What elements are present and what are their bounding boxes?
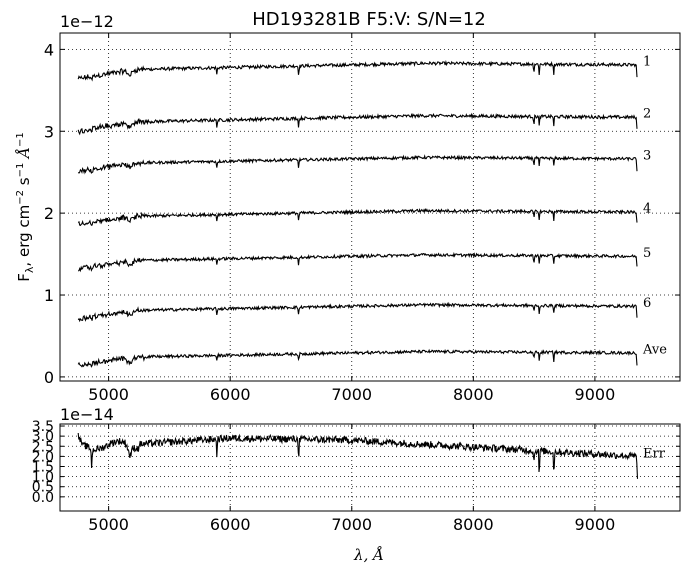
spectrum-label-5: 5: [643, 246, 651, 261]
bottom-x-tick-label: 7000: [331, 515, 372, 534]
top-x-tick-label: 9000: [575, 385, 616, 404]
err-offset-label: 1e−14: [60, 405, 114, 424]
spectrum-line-1: [77, 59, 638, 82]
bottom-x-tick-label: 6000: [210, 515, 251, 534]
y-axis-label: Fλ, erg cm−2 s−1 Å−1: [15, 132, 36, 281]
top-spectra: [77, 59, 638, 368]
spectra-panel: HD193281B F5:V: S/N=12 1e−12 1 2 3 4 5 6 Ave 5…: [15, 9, 681, 404]
error-panel: 1e−14 Err 5000 6000 7000 8000 9000 0.00.51.01…: [32, 405, 681, 564]
y-offset-label: 1e−12: [60, 12, 114, 31]
bottom-x-tick-label: 8000: [453, 515, 494, 534]
top-y-tick-label: 3: [44, 122, 54, 141]
spectrum-line-6: [77, 301, 638, 323]
y-axis-label-s: s: [15, 177, 33, 190]
y-axis-label-erg-cm: , erg cm: [15, 205, 33, 267]
top-y-tick-label: 2: [44, 204, 54, 223]
y-axis-label-exp-s: −1: [15, 163, 26, 178]
bottom-ticks: 5000 6000 7000 8000 90000.00.51.01.52.02.53.…: [32, 419, 680, 534]
bottom-y-tick-label: 1.0: [32, 470, 54, 486]
top-x-tick-label: 6000: [210, 385, 251, 404]
error-labels: Err: [643, 446, 666, 461]
top-grid: [60, 33, 680, 381]
bottom-grid: [60, 424, 680, 511]
y-axis-label-exp-angstrom: −1: [15, 132, 26, 147]
bottom-x-tick-label: 5000: [88, 515, 129, 534]
spectrum-line-5: [77, 251, 638, 273]
bottom-y-tick-label: 3.0: [32, 429, 54, 445]
bottom-x-tick-label: 9000: [575, 515, 616, 534]
spectrum-label-4: 4: [643, 202, 651, 217]
bottom-y-tick-label: 3.5: [32, 419, 54, 435]
top-y-tick-label: 1: [44, 286, 54, 305]
top-y-tick-label: 0: [44, 368, 54, 387]
spectrum-line-3: [77, 154, 638, 175]
top-x-tick-label: 7000: [331, 385, 372, 404]
x-axis-label: λ, Å: [353, 546, 384, 564]
spectrum-line-2: [77, 112, 638, 136]
x-axis-label-lambda: λ: [353, 546, 364, 564]
top-plot-frame: [59, 32, 681, 382]
bottom-y-tick-label: 0.0: [32, 490, 54, 506]
spectrum-label-3: 3: [643, 148, 651, 163]
bottom-y-tick-label: 0.5: [32, 480, 54, 496]
top-x-tick-label: 8000: [453, 385, 494, 404]
error-line: [77, 432, 639, 479]
y-axis-label-lambda: λ: [23, 266, 36, 273]
bottom-y-tick-label: 2.5: [32, 439, 54, 455]
x-axis-label-comma: ,: [364, 546, 374, 564]
spectrum-line-4: [77, 207, 638, 227]
top-ticks: 5000 6000 7000 8000 9000 0 1 2 3 4: [44, 33, 680, 404]
top-x-tick-label: 5000: [88, 385, 129, 404]
y-axis-label-f: F: [15, 273, 33, 282]
spectrum-line-Ave: [77, 348, 638, 368]
y-axis-label-angstrom: Å: [15, 147, 33, 163]
bottom-y-tick-label: 2.0: [32, 449, 54, 465]
y-axis-label-exp-cm: −2: [15, 190, 26, 205]
top-y-tick-label: 4: [44, 40, 54, 59]
bottom-plot-frame: [59, 423, 681, 512]
chart-title: HD193281B F5:V: S/N=12: [252, 9, 486, 30]
x-axis-label-angstrom: Å: [371, 546, 384, 564]
spectrum-label-2: 2: [643, 107, 651, 122]
spectrum-label-6: 6: [643, 296, 651, 311]
spectrum-label-Ave: Ave: [642, 343, 667, 358]
error-label: Err: [643, 446, 666, 461]
spectrum-label-1: 1: [643, 54, 651, 69]
bottom-y-tick-label: 1.5: [32, 459, 54, 475]
error-spectrum: [77, 432, 639, 479]
top-spectrum-labels: 1 2 3 4 5 6 Ave: [642, 54, 667, 357]
